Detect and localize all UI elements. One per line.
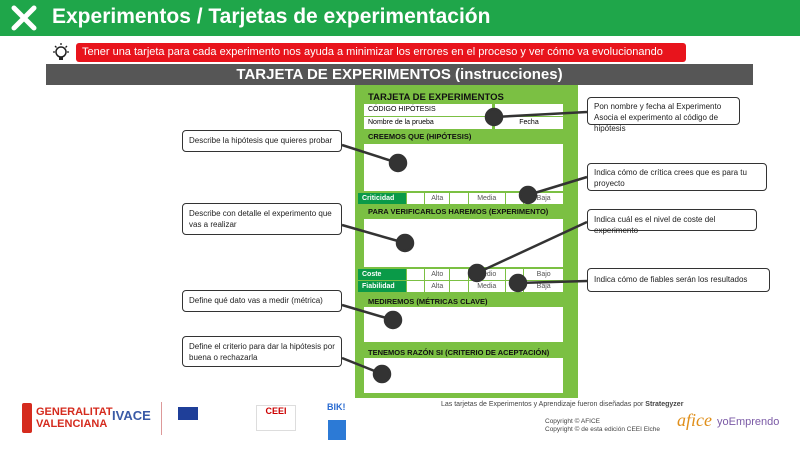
fiabilidad-check[interactable] <box>505 281 524 292</box>
criterio-area[interactable] <box>364 358 563 393</box>
logo-afice: afice <box>677 410 712 430</box>
callout-experimento: Describe con detalle el experimento que … <box>182 203 342 235</box>
coste-check[interactable] <box>505 269 524 280</box>
logo-ivace: IVACE <box>112 408 151 423</box>
mediremos-heading: MEDIREMOS (MÉTRICAS CLAVE) <box>368 297 488 306</box>
codigo-value[interactable] <box>495 104 563 116</box>
nombre-field[interactable]: Nombre de la prueba <box>364 117 492 129</box>
option-alta[interactable]: Alta <box>425 193 450 204</box>
divider <box>161 402 162 435</box>
fiabilidad-row: Fiabilidad Alta Media Baja <box>358 281 563 292</box>
hipotesis-area[interactable] <box>364 144 563 191</box>
biki-cube-icon <box>328 420 346 440</box>
experiment-card: TARJETA DE EXPERIMENTOS CÓDIGO HIPÓTESIS… <box>355 85 578 398</box>
fiabilidad-check[interactable] <box>406 281 425 292</box>
option-baja[interactable]: Baja <box>524 193 563 204</box>
option-medio[interactable]: Medio <box>468 269 505 280</box>
card-title: TARJETA DE EXPERIMENTOS <box>368 92 504 103</box>
tip-banner: Tener una tarjeta para cada experimento … <box>76 43 686 62</box>
experimento-area[interactable] <box>364 219 563 267</box>
lightbulb-icon <box>53 43 69 60</box>
callout-coste: Indica cuál es el nivel de coste del exp… <box>587 209 757 235</box>
callout-nombre-fecha: Pon nombre y fecha al Experimento Asocia… <box>587 97 740 133</box>
logo-biki: BIK! <box>327 402 346 412</box>
option-baja[interactable]: Baja <box>524 281 563 292</box>
strategyzer-logo: Strategyzer <box>645 401 684 408</box>
credit-text: Las tarjetas de Experimentos y Aprendiza… <box>441 401 684 408</box>
logo-yoemprendo: yoEmprendo <box>717 416 780 428</box>
eu-flag-icon <box>178 407 198 420</box>
verificar-heading: PARA VERIFICARLOS HAREMOS (EXPERIMENTO) <box>368 207 549 216</box>
razon-heading: TENEMOS RAZÓN SI (CRITERIO DE ACEPTACIÓN… <box>368 348 550 357</box>
criticidad-check[interactable] <box>505 193 524 204</box>
callout-fiabilidad: Indica cómo de fiables serán los resulta… <box>587 268 770 292</box>
criticidad-label: Criticidad <box>358 193 406 204</box>
copyright-ceei: Copyright © de esta edición CEEI Elche <box>545 426 660 433</box>
criticidad-row: Criticidad Alta Media Baja <box>358 193 563 204</box>
fiabilidad-label: Fiabilidad <box>358 281 406 292</box>
section-title: TARJETA DE EXPERIMENTOS (instrucciones) <box>46 64 753 85</box>
fecha-field[interactable]: Fecha <box>495 117 563 129</box>
option-media[interactable]: Media <box>468 193 505 204</box>
metricas-area[interactable] <box>364 307 563 342</box>
criticidad-check[interactable] <box>450 193 468 204</box>
option-alta[interactable]: Alta <box>425 281 450 292</box>
logo-generalitat: GENERALITAT VALENCIANA <box>22 403 113 433</box>
coste-label: Coste <box>358 269 406 280</box>
logo-ceei: CEEI <box>256 405 296 431</box>
callout-metrica: Define qué dato vas a medir (métrica) <box>182 290 342 312</box>
callout-hipotesis: Describe la hipótesis que quieres probar <box>182 130 342 152</box>
tools-icon <box>11 5 37 31</box>
callout-criticidad: Indica cómo de crítica crees que es para… <box>587 163 767 191</box>
callout-criterio: Define el criterio para dar la hipótesis… <box>182 336 342 367</box>
coste-row: Coste Alto Medio Bajo <box>358 269 563 280</box>
copyright-afice: Copyright © AFICE <box>545 418 601 425</box>
coste-check[interactable] <box>450 269 468 280</box>
header-bar <box>0 0 800 36</box>
option-bajo[interactable]: Bajo <box>524 269 563 280</box>
coste-check[interactable] <box>406 269 425 280</box>
page-title: Experimentos / Tarjetas de experimentaci… <box>52 5 491 28</box>
codigo-field[interactable]: CÓDIGO HIPÓTESIS <box>364 104 492 116</box>
option-alto[interactable]: Alto <box>425 269 450 280</box>
option-media[interactable]: Media <box>468 281 505 292</box>
criticidad-check[interactable] <box>406 193 425 204</box>
fiabilidad-check[interactable] <box>450 281 468 292</box>
creemos-heading: CREEMOS QUE (HIPÓTESIS) <box>368 132 472 141</box>
